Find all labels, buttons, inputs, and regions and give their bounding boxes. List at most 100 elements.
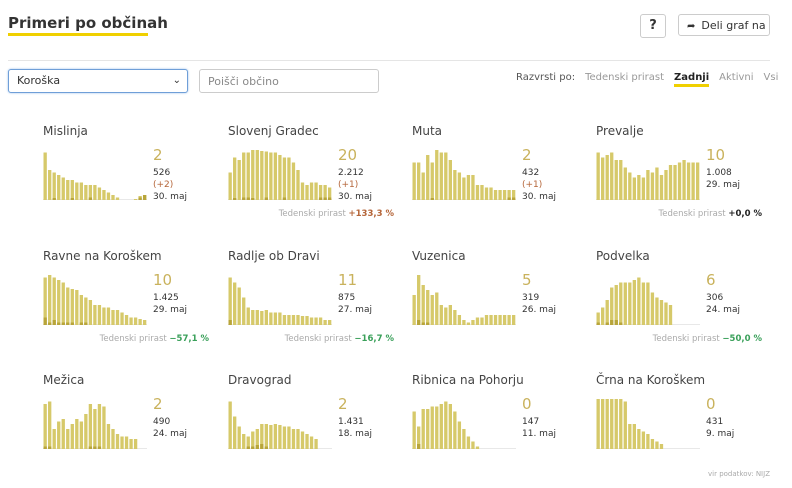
- case-bar: [43, 277, 47, 325]
- case-bar: [462, 177, 466, 200]
- municipality-name: Ribnica na Pohorju: [412, 373, 524, 387]
- case-bar: [623, 401, 627, 449]
- municipality-name: Prevalje: [596, 124, 644, 138]
- case-bar: [97, 187, 102, 200]
- new-case-bar: [610, 320, 614, 325]
- cumulative-cases: 147: [522, 417, 540, 427]
- case-bar: [412, 295, 416, 325]
- new-case-bar: [57, 322, 61, 325]
- new-case-bar: [52, 320, 56, 325]
- case-bar: [251, 431, 255, 449]
- case-bar: [278, 425, 282, 449]
- active-cases: 2: [153, 146, 163, 164]
- cumulative-cases: 431: [706, 417, 724, 427]
- case-bar: [88, 404, 93, 449]
- case-bar: [282, 157, 287, 200]
- case-bar-chart: [43, 401, 147, 449]
- municipality-card[interactable]: Ravne na Koroškem 10 1.425 29. maj Tedenski …: [43, 249, 213, 359]
- sort-option-all[interactable]: Vsi: [763, 72, 779, 83]
- sort-option-latest[interactable]: Zadnji: [674, 72, 710, 87]
- cumulative-cases: 1.431: [338, 417, 364, 427]
- municipality-card[interactable]: Muta 2 432 (+1) 30. maj: [412, 124, 582, 234]
- case-bar: [686, 162, 691, 200]
- case-bar: [480, 317, 484, 325]
- municipality-card[interactable]: Slovenj Gradec 20 2.212 (+1) 30. maj Tedenski…: [228, 124, 398, 234]
- case-bar: [300, 431, 305, 449]
- case-bar-chart: [228, 401, 332, 449]
- municipality-card[interactable]: Podvelka 6 306 24. maj Tedenski prirast −50,…: [596, 249, 766, 359]
- case-bar: [421, 409, 425, 449]
- case-bar: [412, 411, 416, 449]
- new-case-bar: [233, 198, 237, 200]
- share-button[interactable]: ➦ Deli graf na: [678, 14, 770, 36]
- active-cases: 2: [522, 146, 532, 164]
- case-bar: [75, 290, 79, 325]
- case-bar: [251, 310, 255, 325]
- region-select[interactable]: Koroška ⌄: [8, 69, 188, 93]
- case-bar: [632, 424, 636, 449]
- case-bar: [233, 157, 237, 200]
- municipality-card[interactable]: Mislinja 2 526 (+2) 30. maj: [43, 124, 213, 234]
- new-case-bar: [70, 198, 74, 200]
- municipality-card[interactable]: Mežica 2 490 24. maj: [43, 373, 213, 483]
- case-bar: [610, 399, 614, 449]
- municipality-card[interactable]: Prevalje 10 1.008 29. maj Tedenski prirast +…: [596, 124, 766, 234]
- sort-option-active[interactable]: Aktivni: [719, 72, 754, 83]
- case-bar: [614, 160, 618, 200]
- municipality-card[interactable]: Črna na Koroškem 0 431 9. maj: [596, 373, 766, 483]
- new-case-bar: [605, 322, 609, 325]
- case-bar: [412, 162, 416, 200]
- new-case-bar: [260, 444, 264, 449]
- municipality-name: Mislinja: [43, 124, 88, 138]
- municipality-card[interactable]: Dravograd 2 1.431 18. maj: [228, 373, 398, 483]
- municipality-card[interactable]: Vuzenica 5 319 26. maj: [412, 249, 582, 359]
- cumulative-cases: 1.008: [706, 168, 732, 178]
- case-bar: [596, 152, 600, 200]
- new-case-bar: [43, 446, 47, 449]
- new-case-bar: [596, 322, 600, 325]
- case-bar: [305, 316, 309, 325]
- new-case-bar: [88, 197, 93, 200]
- search-input[interactable]: [199, 69, 379, 93]
- case-bar: [111, 310, 115, 325]
- new-case-bar: [97, 446, 102, 449]
- case-bar: [111, 429, 115, 449]
- cumulative-cases: 432: [522, 168, 540, 178]
- case-bar: [273, 312, 278, 325]
- case-bar: [664, 170, 668, 200]
- daily-delta: (+1): [338, 180, 359, 190]
- new-case-bar: [323, 197, 327, 200]
- weekly-growth: Tedenski prirast −16,7 %: [285, 334, 394, 344]
- municipality-card[interactable]: Radlje ob Dravi 11 875 27. maj Tedenski prir…: [228, 249, 398, 359]
- case-bar: [453, 170, 457, 200]
- case-bar: [264, 151, 268, 200]
- case-bar: [646, 282, 650, 325]
- sort-option-weekly[interactable]: Tedenski prirast: [585, 72, 665, 83]
- case-bar: [623, 282, 627, 325]
- case-bar: [498, 315, 502, 325]
- case-bar: [75, 182, 79, 200]
- weekly-growth: Tedenski prirast −57,1 %: [100, 334, 209, 344]
- new-case-bar: [282, 197, 287, 200]
- region-select-value: Koroška: [17, 74, 61, 87]
- municipality-card[interactable]: Ribnica na Pohorju 0 147 11. maj: [412, 373, 582, 483]
- title-underline: [8, 33, 148, 36]
- case-bar: [453, 310, 457, 325]
- help-button[interactable]: ?: [640, 14, 666, 38]
- case-bar: [502, 190, 507, 200]
- case-bar: [287, 157, 291, 200]
- chevron-down-icon: ⌄: [172, 75, 181, 86]
- weekly-growth-label: Tedenski prirast: [278, 209, 346, 219]
- case-bar: [637, 175, 641, 200]
- case-bar-chart: [412, 401, 516, 449]
- case-bar: [439, 152, 443, 200]
- case-bar: [318, 317, 323, 325]
- case-bar: [489, 315, 493, 325]
- case-bar: [287, 426, 291, 449]
- case-bar: [471, 175, 475, 200]
- case-bar: [260, 424, 264, 449]
- case-bar: [52, 172, 56, 200]
- case-bar: [111, 195, 115, 200]
- case-bar: [417, 426, 421, 449]
- new-case-bar: [264, 197, 268, 200]
